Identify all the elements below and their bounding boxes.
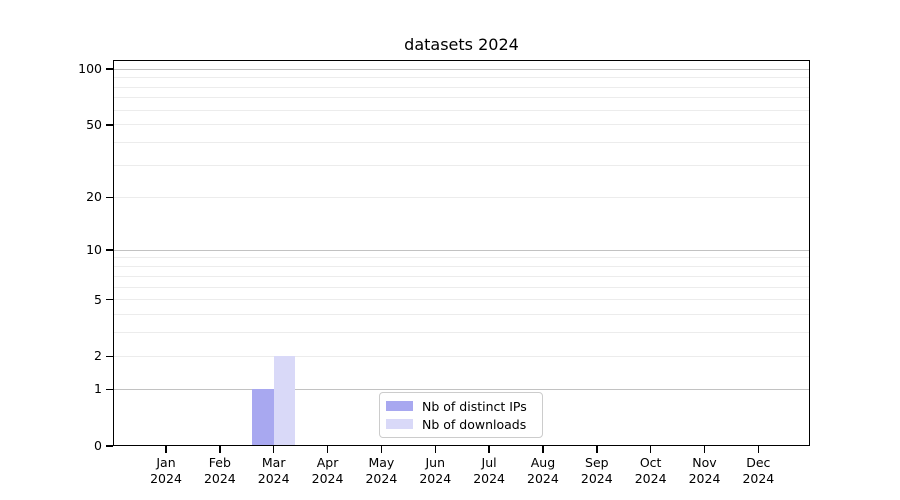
- gridline-major: [113, 388, 810, 390]
- legend-item-downloads: Nb of downloads: [386, 417, 542, 432]
- legend-label-downloads: Nb of downloads: [422, 416, 527, 432]
- x-tick-label: May 2024: [365, 455, 398, 486]
- x-tick-label: Feb 2024: [203, 455, 236, 486]
- x-tick-mark: [326, 446, 329, 453]
- legend-swatch-distinct-ips: [386, 401, 413, 411]
- x-tick-mark: [542, 446, 544, 453]
- x-tick-mark: [219, 446, 221, 453]
- gridline-minor: [113, 299, 810, 301]
- x-tick-label: Nov 2024: [688, 455, 721, 486]
- gridline-minor: [113, 86, 810, 88]
- y-tick-mark: [106, 68, 113, 70]
- bar-downloads: [273, 356, 296, 446]
- x-tick-label: Jan 2024: [150, 455, 182, 486]
- gridline-major: [113, 68, 810, 70]
- x-tick-mark: [757, 446, 760, 453]
- gridline-minor: [113, 196, 810, 198]
- gridline-minor: [113, 165, 810, 167]
- x-tick-label: Mar 2024: [257, 455, 290, 486]
- x-tick-label: Apr 2024: [311, 455, 344, 486]
- y-tick-label: 5: [94, 291, 102, 307]
- gridline-major: [113, 249, 810, 251]
- x-tick-mark: [596, 446, 598, 453]
- x-tick-mark: [434, 446, 436, 453]
- plot-area: 0 1 2 5 10 20 50 100 Jan 2024 Feb 2024 Mar 2024 Apr 202…: [78, 60, 810, 486]
- x-tick-label: Jul 2024: [473, 455, 505, 486]
- y-tick-label: 10: [86, 242, 102, 258]
- x-tick-mark: [488, 446, 490, 453]
- x-tick-mark: [165, 446, 167, 453]
- y-tick-label: 20: [86, 189, 102, 205]
- gridline-minor: [113, 314, 810, 316]
- x-tick-mark: [380, 446, 383, 453]
- y-tick-mark: [106, 298, 113, 301]
- x-tick-label: Aug 2024: [527, 455, 559, 486]
- legend-swatch-downloads: [386, 419, 413, 429]
- y-tick-label: 0: [94, 438, 102, 453]
- gridline-minor: [113, 124, 810, 126]
- y-tick-label: 50: [86, 116, 102, 132]
- y-tick-mark: [106, 124, 113, 126]
- chart-title: datasets 2024: [404, 35, 519, 54]
- x-tick-label: Oct 2024: [634, 455, 667, 486]
- gridline-minor: [113, 109, 810, 111]
- gridline-minor: [113, 332, 810, 334]
- gridline-minor: [113, 275, 810, 277]
- legend: Nb of distinct IPs Nb of downloads: [379, 392, 543, 438]
- gridline-minor: [113, 257, 810, 259]
- legend-item-distinct-ips: Nb of distinct IPs: [386, 399, 542, 414]
- x-tick-mark: [272, 446, 275, 453]
- legend-label-distinct-ips: Nb of distinct IPs: [422, 398, 527, 414]
- x-tick-label: Jun 2024: [419, 455, 452, 486]
- gridline-minor: [113, 142, 810, 144]
- y-tick-label: 1: [94, 381, 102, 397]
- bar-distinct-ips: [252, 389, 274, 446]
- y-tick-mark: [106, 249, 113, 251]
- x-tick-label: Sep 2024: [580, 455, 613, 486]
- gridline-minor: [113, 286, 810, 288]
- y-tick-mark: [106, 196, 113, 199]
- x-tick-mark: [649, 446, 652, 453]
- y-tick-label: 2: [94, 348, 102, 364]
- x-tick-mark: [703, 446, 706, 453]
- gridline-minor: [113, 266, 810, 268]
- y-tick-mark: [106, 388, 113, 391]
- gridline-minor: [113, 77, 810, 79]
- y-tick-label: 100: [78, 61, 102, 77]
- gridline-minor: [113, 355, 810, 357]
- gridline-minor: [113, 97, 810, 99]
- x-tick-label: Dec 2024: [742, 455, 775, 486]
- y-tick-mark: [106, 355, 113, 358]
- y-tick-mark: [106, 445, 113, 447]
